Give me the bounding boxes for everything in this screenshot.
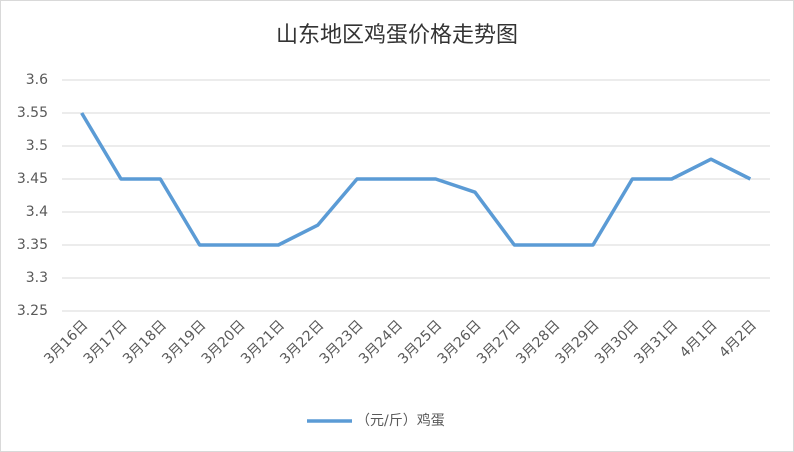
y-tick-label: 3.5 [26,138,48,154]
y-tick-label: 3.35 [17,237,48,253]
y-tick-label: 3.3 [26,270,48,286]
y-tick-label: 3.6 [26,72,48,88]
data-line [80,112,752,247]
y-tick-label: 3.25 [17,303,48,319]
legend-label: （元/斤）鸡蛋 [356,412,445,429]
y-tick-label: 3.55 [17,105,48,121]
y-tick-label: 3.45 [17,171,48,187]
y-tick-label: 3.4 [26,204,48,220]
chart-title: 山东地区鸡蛋价格走势图 [276,23,518,48]
